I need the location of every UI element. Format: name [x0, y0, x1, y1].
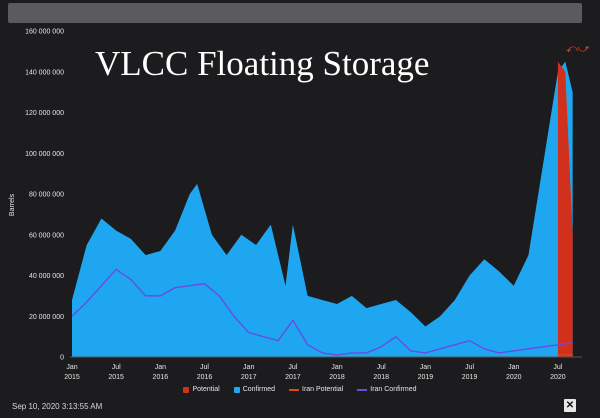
legend-swatch-potential: [183, 386, 190, 393]
y-tick-label: 120 000 000: [25, 110, 64, 117]
top-toolbar: [8, 3, 582, 23]
x-tick-year: 2020: [506, 374, 522, 381]
x-tick-year: 2020: [550, 374, 566, 381]
legend-swatch-confirmed: [233, 386, 240, 393]
x-tick-year: 2019: [462, 374, 478, 381]
arrows-icon: ⤺⤻: [566, 43, 590, 55]
x-tick-month: Jul: [553, 364, 562, 371]
series-iran-confirmed-line: [71, 268, 573, 356]
legend-item-iran-confirmed[interactable]: Iran Confirmed: [357, 386, 417, 393]
x-tick-month: Jan: [420, 364, 431, 371]
series-confirmed-area: [72, 61, 573, 357]
legend-label-iran-confirmed: Iran Confirmed: [370, 386, 417, 393]
y-axis-labels: 0 20 000 000 40 000 000 60 000 000 80 000 00…: [25, 29, 64, 362]
series-potential-area: [557, 61, 573, 357]
x-tick-month: Jul: [288, 364, 297, 371]
x-tick-month: Jul: [465, 364, 474, 371]
close-x-icon[interactable]: ✕: [564, 399, 576, 412]
legend-label-potential: Potential: [192, 386, 220, 393]
x-tick-month: Jul: [112, 364, 121, 371]
y-tick-label: 60 000 000: [29, 232, 64, 239]
x-tick-year: 2016: [153, 374, 169, 381]
y-tick-label: 100 000 000: [25, 151, 64, 158]
legend-item-confirmed[interactable]: Confirmed: [233, 386, 275, 393]
legend: Potential Confirmed Iran Potential Iran …: [0, 386, 600, 393]
x-tick-month: Jan: [66, 364, 77, 371]
x-tick-month: Jan: [331, 364, 342, 371]
legend-swatch-iran-potential: [289, 388, 299, 391]
chart-title: VLCC Floating Storage: [95, 44, 430, 83]
x-tick-month: Jul: [200, 364, 209, 371]
x-tick-year: 2018: [373, 374, 389, 381]
y-tick-label: 0: [60, 355, 64, 362]
legend-label-iran-potential: Iran Potential: [302, 386, 344, 393]
timestamp: Sep 10, 2020 3:13:55 AM: [12, 402, 103, 411]
x-tick-month: Jan: [155, 364, 166, 371]
series-layer: [71, 61, 573, 357]
x-tick-year: 2017: [241, 374, 257, 381]
y-tick-label: 20 000 000: [29, 314, 64, 321]
x-tick-month: Jan: [508, 364, 519, 371]
x-axis-labels: Jan 2015 Jul 2015 Jan 2016 Jul 2016 Jan 2017 Jul 20…: [64, 364, 566, 381]
y-tick-label: 160 000 000: [25, 29, 64, 36]
legend-swatch-iran-confirmed: [357, 388, 368, 391]
y-tick-label: 140 000 000: [25, 69, 64, 76]
legend-item-iran-potential[interactable]: Iran Potential: [289, 386, 343, 393]
y-axis-title: Barrels: [9, 193, 16, 216]
x-tick-year: 2015: [108, 374, 124, 381]
x-tick-year: 2018: [329, 374, 345, 381]
y-tick-label: 80 000 000: [29, 192, 64, 199]
x-tick-year: 2016: [197, 374, 213, 381]
legend-label-confirmed: Confirmed: [242, 386, 275, 393]
x-tick-year: 2017: [285, 374, 301, 381]
x-tick-month: Jan: [243, 364, 254, 371]
x-tick-month: Jul: [377, 364, 386, 371]
y-tick-label: 40 000 000: [29, 273, 64, 280]
x-tick-year: 2019: [418, 374, 434, 381]
legend-item-potential[interactable]: Potential: [183, 386, 220, 393]
x-tick-year: 2015: [64, 374, 80, 381]
